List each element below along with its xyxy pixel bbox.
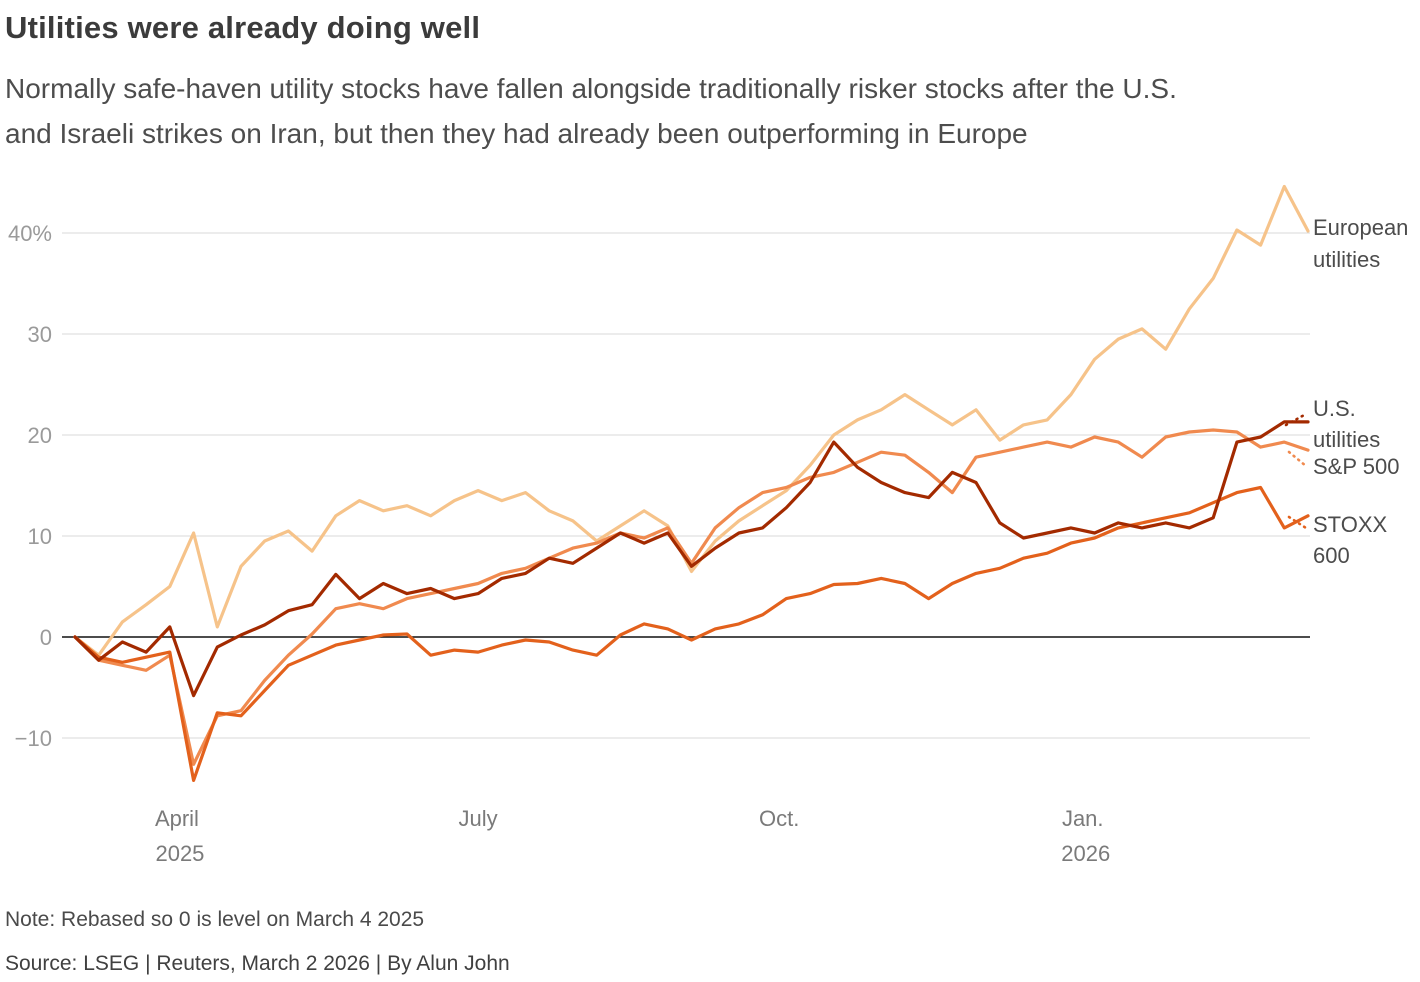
chart-source: Source: LSEG | Reuters, March 2 2026 | B… [5,952,510,975]
series-line-stoxx-600 [73,485,1310,783]
series-label-stoxx-600: 600 [1313,543,1350,568]
series-line-s-p-500 [73,428,1310,766]
x-axis-tick-sublabel: 2026 [1061,841,1110,866]
x-axis-tick-label: Jan. [1062,806,1104,831]
subtitle-line-1: Normally safe-haven utility stocks have … [5,73,1177,104]
y-axis-tick-label: −10 [15,726,52,751]
y-axis-tick-label: 10 [28,524,52,549]
x-axis-tick-label: July [459,806,498,831]
series-label-s-p-500: S&P 500 [1313,454,1399,479]
subtitle-line-2: and Israeli strikes on Iran, but then th… [5,118,1028,149]
chart-title: Utilities were already doing well [5,10,481,45]
series-line-u-s-utilities [73,420,1310,698]
series-label-stoxx-600: STOXX [1313,512,1388,537]
chart-subtitle: Normally safe-haven utility stocks have … [5,66,1177,156]
leader-line-u-s-utilities [1284,412,1308,427]
x-axis-tick-label: April [155,806,199,831]
y-axis-tick-label: 0 [40,625,52,650]
y-axis-tick-label: 40% [8,221,52,246]
series-line-european-utilities [73,184,1310,657]
series-label-u-s-utilities: U.S. [1313,396,1356,421]
y-axis-tick-label: 30 [28,322,52,347]
series-label-european-utilities: utilities [1313,247,1380,272]
x-axis-tick-sublabel: 2025 [155,841,204,866]
leader-line-s-p-500 [1287,450,1308,468]
leader-line-stoxx-600 [1287,515,1308,530]
x-axis-tick-label: Oct. [759,806,799,831]
y-axis-tick-label: 20 [28,423,52,448]
series-label-european-utilities: European [1313,215,1408,240]
chart-note: Note: Rebased so 0 is level on March 4 2… [5,908,425,931]
series-label-u-s-utilities: utilities [1313,427,1380,452]
